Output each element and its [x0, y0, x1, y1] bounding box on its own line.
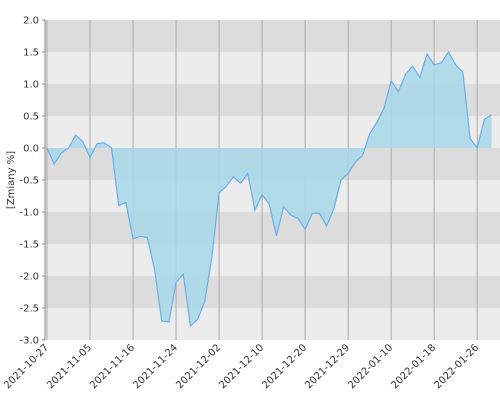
y-tick-label: 1.0: [23, 80, 39, 91]
x-tick-label: 2022-01-18: [389, 342, 438, 391]
band: [45, 20, 500, 52]
band: [45, 308, 500, 340]
y-tick-label: 0.5: [23, 112, 39, 123]
y-tick-label: 2.0: [23, 16, 39, 27]
y-tick-label: -0.5: [19, 176, 39, 187]
x-tick-label: 2021-11-16: [88, 342, 137, 391]
x-tick-label: 2021-12-20: [260, 342, 309, 391]
x-tick-label: 2021-12-02: [174, 342, 223, 391]
y-tick-label: -2.5: [19, 304, 39, 315]
x-tick-label: 2022-01-10: [346, 342, 395, 391]
y-tick-label: 1.5: [23, 48, 39, 59]
line: [46, 50, 492, 328]
x-tick-label: 2021-12-29: [303, 342, 352, 391]
y-tick-label: -1.0: [19, 208, 39, 219]
y-axis-label: [Zmiany %]: [6, 151, 17, 209]
x-tick-label: 2021-10-27: [2, 342, 51, 391]
x-tick-label: 2021-11-24: [131, 342, 180, 391]
y-tick-label: -2.0: [19, 272, 39, 283]
x-tick-label: 2021-12-10: [217, 342, 266, 391]
area: [47, 52, 492, 326]
y-tick-label: -3.0: [19, 336, 39, 347]
x-tick-label: 2022-01-26: [432, 342, 481, 391]
x-tick-label: 2021-11-05: [45, 342, 94, 391]
y-tick-label: 0.0: [23, 144, 39, 155]
band: [45, 276, 500, 308]
band: [45, 244, 500, 276]
y-tick-label: -1.5: [19, 240, 39, 251]
